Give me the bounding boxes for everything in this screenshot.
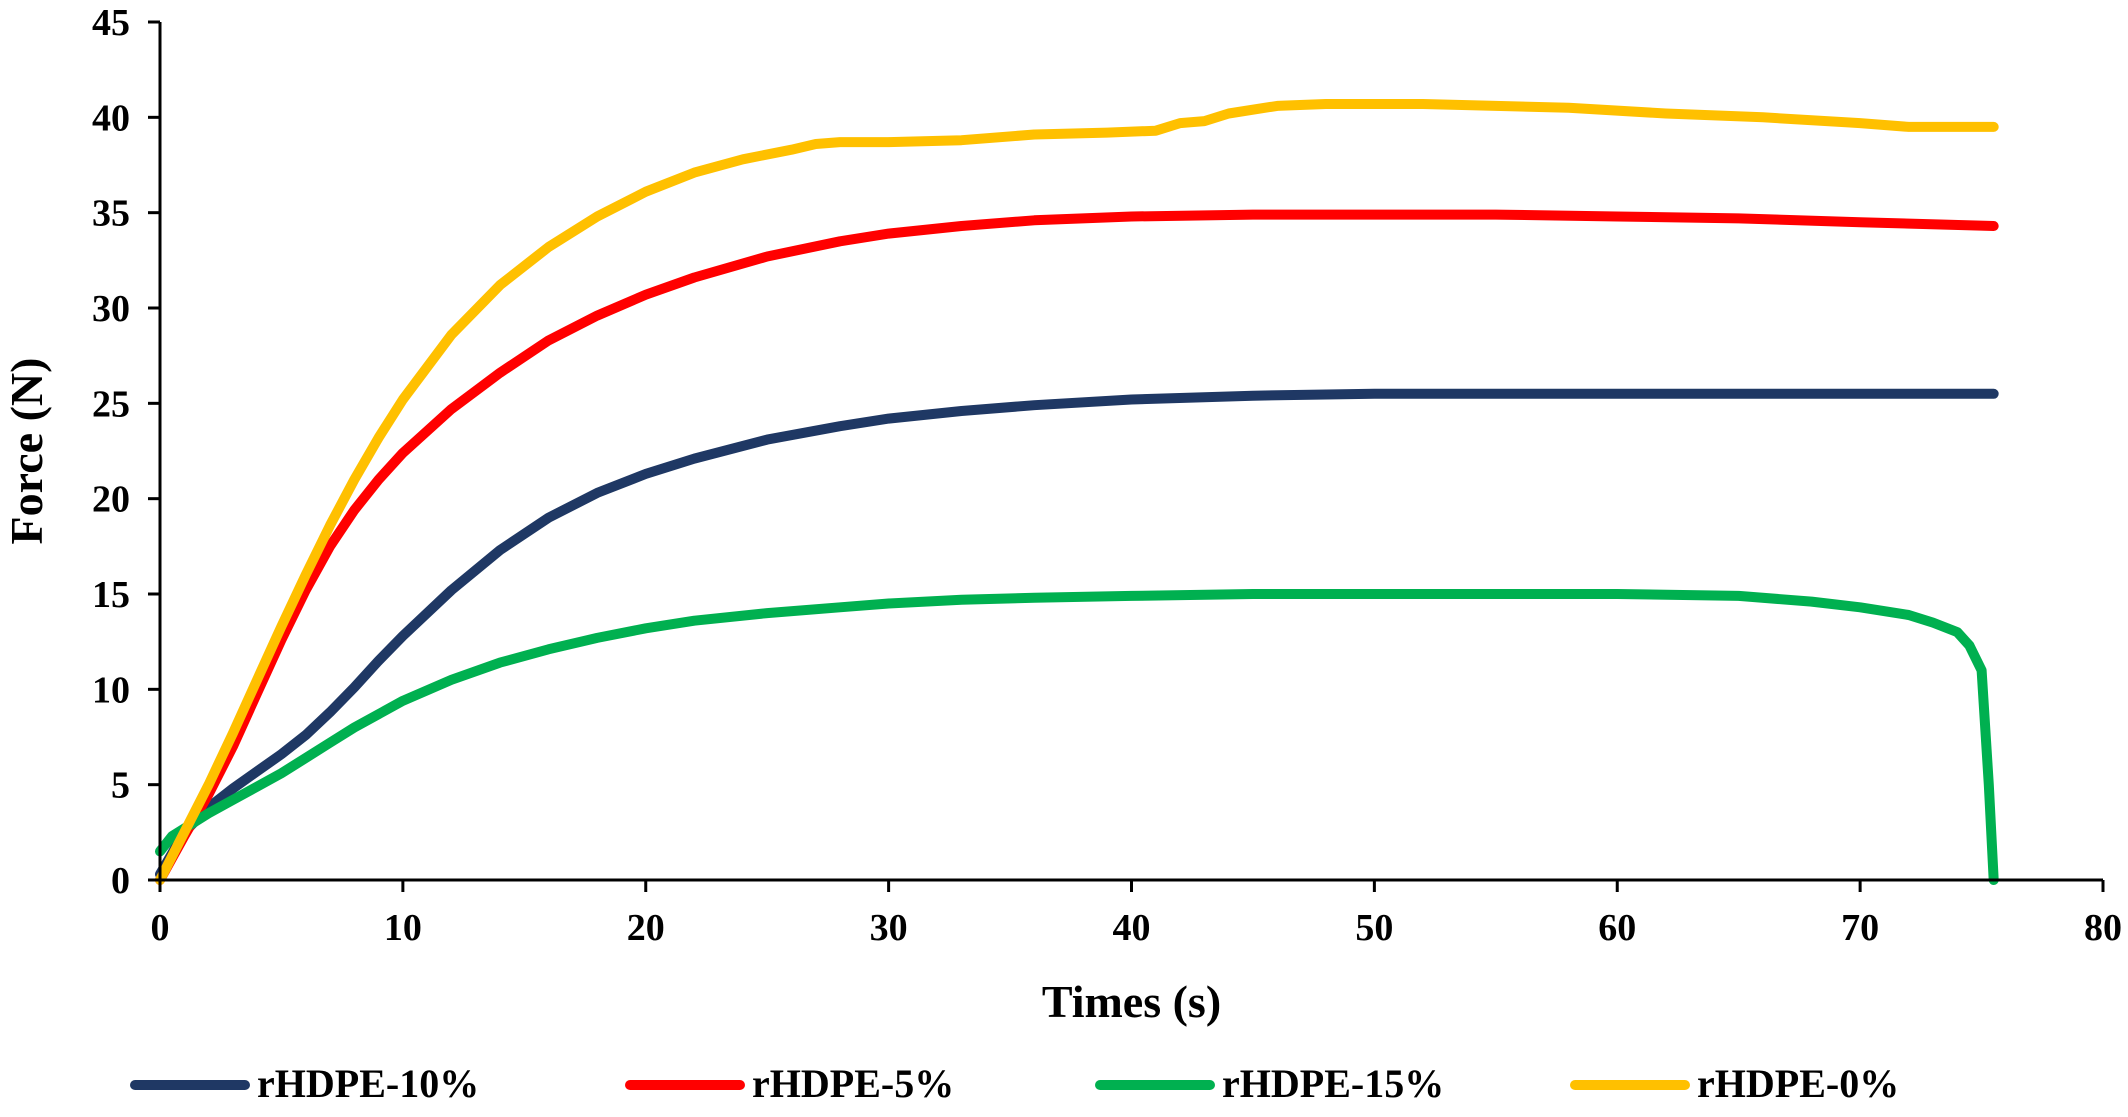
y-tick-label: 15 (92, 574, 130, 616)
y-tick-label: 30 (92, 288, 130, 330)
series-line-0 (155, 388, 1999, 880)
legend-label: rHDPE-15% (1222, 1061, 1444, 1106)
legend-label: rHDPE-5% (752, 1061, 954, 1106)
y-tick-label: 10 (92, 669, 130, 711)
series-layer (155, 99, 1999, 885)
x-tick-label: 80 (2084, 907, 2122, 949)
series-line-1 (155, 209, 1999, 885)
y-axis-title: Force (N) (1, 358, 52, 545)
x-tick-label: 0 (151, 907, 170, 949)
axes-layer (158, 22, 2103, 882)
legend: rHDPE-10% rHDPE-5% rHDPE-15% rHDPE-0% (130, 1061, 1899, 1106)
x-tick-label: 40 (1113, 907, 1151, 949)
y-tick-label: 20 (92, 479, 130, 521)
x-tick-label: 70 (1841, 907, 1879, 949)
x-axis-title: Times (s) (1042, 976, 1221, 1027)
x-tick-label: 10 (384, 907, 422, 949)
legend-label: rHDPE-10% (257, 1061, 479, 1106)
y-tick-label: 25 (92, 383, 130, 425)
x-tick-label: 50 (1355, 907, 1393, 949)
series-line-2 (155, 589, 1999, 885)
y-tick-label: 40 (92, 97, 130, 139)
legend-label: rHDPE-0% (1697, 1061, 1899, 1106)
x-tick-label: 60 (1598, 907, 1636, 949)
ticks-layer: 0 5 10 15 20 25 30 35 40 45 0 10 20 30 40 50 60 70 80 (92, 2, 2122, 949)
x-tick-label: 20 (627, 907, 665, 949)
y-tick-label: 0 (111, 860, 130, 902)
y-tick-label: 35 (92, 193, 130, 235)
y-tick-label: 5 (111, 765, 130, 807)
series-line-3 (155, 99, 1999, 885)
y-tick-label: 45 (92, 2, 130, 44)
x-tick-label: 30 (870, 907, 908, 949)
